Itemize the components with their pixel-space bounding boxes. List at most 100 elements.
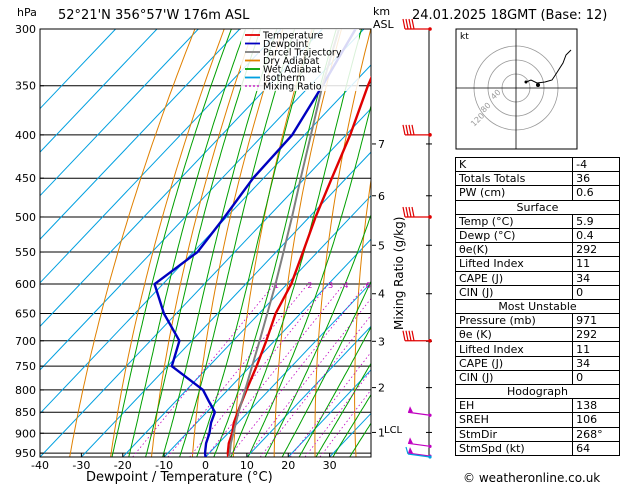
index-key: StmDir [454, 426, 574, 442]
mixing-ratio-tick-label: 4 [343, 281, 348, 290]
index-value: 292 [572, 242, 620, 258]
dry-adiabat-line [69, 29, 196, 457]
wind-barb-shaft [407, 453, 431, 458]
wind-barb-shaft [407, 452, 431, 457]
index-row: StmDir 268° [454, 426, 620, 442]
hodograph-origin-dot [524, 80, 528, 84]
index-row: CAPE (J) 34 [454, 270, 620, 286]
index-section-title: Hodograph [455, 383, 620, 400]
temperature-tick-label: -30 [72, 459, 90, 472]
wind-barb-dot [428, 27, 432, 31]
index-row: PW (cm) 0.6 [454, 185, 620, 201]
index-key: Pressure (mb) [454, 313, 574, 329]
wind-barb-flag [402, 124, 406, 135]
isotherm-line [40, 64, 371, 415]
index-key: CIN (J) [454, 284, 574, 300]
mixing-ratio-tick-label: 6 [366, 281, 371, 290]
legend-label: Temperature [262, 31, 323, 42]
pressure-tick-label: 800 [15, 384, 36, 397]
hpa-label: hPa [17, 6, 37, 19]
mixing-ratio-line [228, 283, 367, 457]
index-row: θe (K) 292 [454, 327, 620, 343]
dewpoint-line [153, 29, 357, 457]
isotherm-line [40, 29, 282, 284]
mixing-ratio-line [246, 297, 371, 457]
wind-barb-flag [402, 330, 406, 341]
index-key: K [454, 156, 574, 173]
wind-barb-pennant [408, 437, 413, 444]
mixing-ratio-tick-label: 1 [274, 281, 279, 290]
wind-barb-flag [405, 330, 409, 341]
index-row: CIN (J) 0 [454, 369, 620, 386]
isotherm-line [40, 29, 365, 371]
wind-barb-flag [411, 18, 415, 30]
index-row: K -4 [454, 156, 620, 173]
index-key: Dewp (°C) [454, 227, 574, 244]
index-value: 268° [572, 426, 620, 442]
legend-label: Mixing Ratio [263, 82, 322, 93]
mixing-ratio-line [189, 283, 329, 457]
temperature-tick-label: 30 [323, 459, 337, 472]
mixing-ratio-tick-label: 20 [435, 281, 445, 290]
pressure-tick-label: 700 [15, 335, 36, 348]
mixing-ratio-line [167, 283, 309, 457]
wet-adiabat-line [281, 280, 371, 457]
index-key: PW (cm) [454, 185, 574, 201]
asl-label: ASL [373, 18, 394, 31]
parcel-trajectory-line [227, 29, 340, 457]
km-tick-label: 3 [378, 335, 385, 348]
pressure-tick-label: 400 [15, 129, 36, 142]
index-value: 11 [572, 256, 620, 272]
wind-barb-shaft [407, 442, 431, 447]
temperature-tick-label: 20 [281, 459, 295, 472]
wind-barb-flag [405, 206, 409, 218]
copyright: © weatheronline.co.uk [463, 471, 601, 485]
index-value: 971 [572, 313, 620, 329]
mixing-ratio-line [205, 283, 345, 457]
legend-label: Dry Adiabat [263, 56, 320, 67]
wind-barb-dot [428, 133, 432, 137]
km-tick-label: 6 [378, 190, 385, 203]
isotherm-line [40, 29, 323, 328]
index-value: 11 [572, 341, 620, 357]
wind-barb-flag [408, 18, 412, 30]
index-key: Lifted Index [454, 256, 574, 272]
dry-adiabat-line [191, 29, 284, 457]
wet-adiabat-line [111, 29, 232, 457]
isotherm-line [246, 325, 371, 457]
wet-adiabat-line [213, 29, 337, 457]
wet-adiabat-line [230, 29, 362, 457]
x-axis-label: Dewpoint / Temperature (°C) [86, 470, 273, 485]
wet-adiabat-line [128, 29, 247, 457]
header-datetime: 24.01.2025 18GMT (Base: 12) [412, 8, 608, 23]
index-row: SREH 106 [454, 412, 620, 428]
hodograph-inner [456, 29, 577, 149]
index-key: CAPE (J) [454, 355, 574, 371]
hodograph-unit-label: kt [460, 32, 469, 42]
temperature-tick-label: -20 [114, 459, 132, 472]
index-row: CAPE (J) 34 [454, 355, 620, 371]
index-row: Lifted Index 11 [454, 341, 620, 357]
index-value: 34 [572, 355, 620, 371]
wind-barb-dot [428, 455, 432, 459]
wind-barb-flag [408, 206, 412, 218]
km-label: km [373, 5, 391, 18]
index-row: Pressure (mb) 971 [454, 313, 620, 329]
wet-adiabat-line [196, 29, 315, 457]
dry-adiabat-line [273, 29, 342, 457]
index-value: 5.9 [572, 213, 620, 229]
index-key: Temp (°C) [454, 213, 574, 229]
isotherm-line [163, 238, 371, 457]
isotherm-line [40, 29, 158, 153]
isotherm-line [205, 282, 371, 457]
wet-adiabat-line [315, 362, 371, 457]
index-section-header: Surface [455, 199, 620, 215]
pressure-tick-label: 900 [15, 427, 36, 440]
pressure-tick-label: 450 [15, 172, 36, 185]
index-row: Dewp (°C) 0.4 [454, 227, 620, 244]
storm-motion-dot [536, 83, 540, 87]
wind-barb-flag [411, 124, 415, 135]
pressure-tick-label: 300 [15, 23, 36, 36]
mixing-ratio-tick-label: 2 [307, 281, 312, 290]
